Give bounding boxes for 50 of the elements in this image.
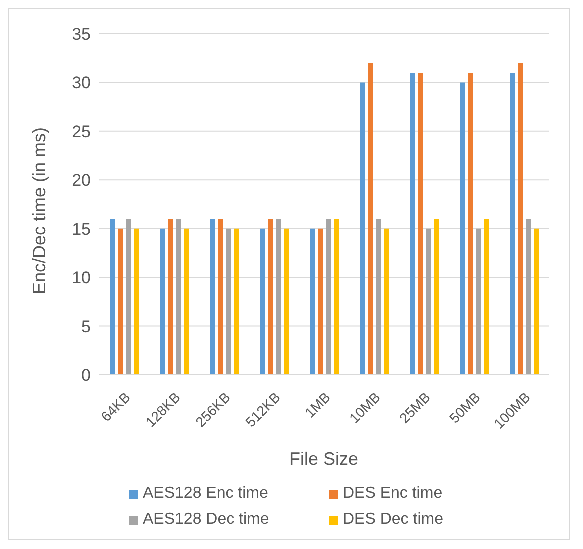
y-tick-label: 15 xyxy=(72,220,91,239)
y-tick-label: 25 xyxy=(72,122,91,142)
bar xyxy=(134,228,139,375)
bar xyxy=(334,219,339,375)
y-axis-title: Enc/Dec time (in ms) xyxy=(29,127,50,294)
bar xyxy=(384,228,389,375)
y-tick-label: 35 xyxy=(72,25,91,44)
bar xyxy=(110,219,115,375)
bar xyxy=(476,228,481,375)
bar xyxy=(360,82,365,375)
y-tick-label: 0 xyxy=(82,366,91,386)
bar xyxy=(534,228,539,375)
bar xyxy=(460,82,465,375)
bar xyxy=(184,228,189,375)
bar xyxy=(218,219,223,375)
bar xyxy=(276,219,281,375)
y-tick-label: 10 xyxy=(72,268,91,288)
bar xyxy=(160,228,165,375)
legend-label: DES Dec time xyxy=(343,511,444,529)
y-tick-label: 20 xyxy=(72,171,91,190)
bar xyxy=(268,219,273,375)
bar xyxy=(468,72,473,375)
bar xyxy=(176,219,181,375)
bar xyxy=(234,228,239,375)
bar xyxy=(484,219,489,375)
bar xyxy=(376,219,381,375)
bar xyxy=(226,228,231,375)
bar xyxy=(168,219,173,375)
legend-label: AES128 Enc time xyxy=(143,485,268,503)
bar xyxy=(434,219,439,375)
bar xyxy=(426,228,431,375)
bar xyxy=(418,72,423,375)
x-axis-title: File Size xyxy=(289,449,359,469)
y-tick-label: 5 xyxy=(82,317,91,336)
bar xyxy=(510,72,515,375)
bar xyxy=(526,219,531,375)
bar xyxy=(260,228,265,375)
bar xyxy=(310,228,315,375)
bar xyxy=(210,219,215,375)
y-tick-label: 30 xyxy=(72,74,91,93)
bar xyxy=(368,63,373,375)
bar xyxy=(326,219,331,375)
legend-label: DES Enc time xyxy=(343,485,443,503)
legend-label: AES128 Dec time xyxy=(143,511,270,529)
bar xyxy=(518,63,523,375)
bar xyxy=(284,228,289,375)
bar xyxy=(126,219,131,375)
bar xyxy=(410,72,415,375)
bar xyxy=(318,228,323,375)
bar xyxy=(118,228,123,375)
